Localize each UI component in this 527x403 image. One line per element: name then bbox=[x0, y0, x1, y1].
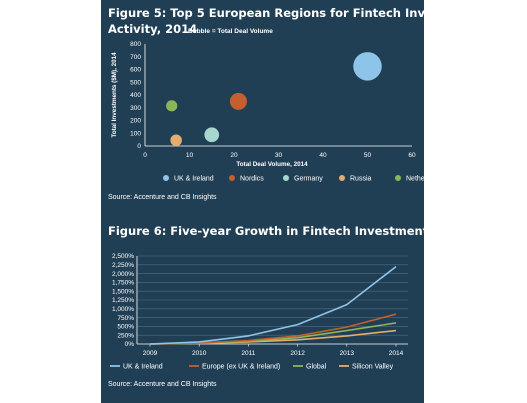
fig5-y-tick-label: 600 bbox=[130, 67, 141, 74]
fig5-legend-marker bbox=[229, 175, 235, 181]
fig5-legend-label: UK & Ireland bbox=[174, 176, 214, 183]
fig6-x-tick-label: 2012 bbox=[290, 350, 305, 357]
fig5-legend-label: Nordics bbox=[240, 176, 264, 183]
fig6-legend-label: Europe (ex UK & Ireland) bbox=[202, 364, 280, 371]
fig6-legend-label: UK & Ireland bbox=[123, 364, 163, 371]
fig6-y-tick-label: 1,250% bbox=[112, 297, 134, 304]
fig5-title-line2: Activity, 2014 bbox=[108, 22, 197, 36]
fig6-legend: UK & Ireland Europe (ex UK & Ireland) Glob… bbox=[110, 364, 394, 371]
fig5-x-tick-label: 30 bbox=[275, 152, 283, 159]
fig5-legend-marker bbox=[163, 175, 169, 181]
fig6-x-tick-label: 2010 bbox=[192, 350, 207, 357]
fig6-y-tick-label: 750% bbox=[117, 315, 134, 322]
fig5-x-tick-label: 50 bbox=[364, 152, 372, 159]
fig6-y-tick-label: 500% bbox=[117, 324, 134, 331]
fig5-legend: UK & Ireland Nordics Germany Russia Netherla… bbox=[163, 175, 444, 183]
fig5-legend-marker bbox=[339, 175, 345, 181]
fig5-x-tick-label: 60 bbox=[408, 152, 416, 159]
fig6-y-tick-label: 2,000% bbox=[112, 271, 134, 278]
fig5-bubble-netherlands bbox=[166, 100, 177, 111]
fig5-y-tick-label: 800 bbox=[130, 41, 141, 48]
fig5-y-tick-label: 400 bbox=[130, 92, 141, 99]
fig5-source: Source: Accenture and CB Insights bbox=[108, 194, 217, 201]
fig5-bubble-russia bbox=[170, 134, 182, 146]
fig5-legend-marker bbox=[283, 175, 289, 181]
fig5-legend-label: Netherlands bbox=[406, 176, 444, 183]
fig6-x-tick-label: 2009 bbox=[143, 350, 158, 357]
fig5-legend-label: Germany bbox=[294, 176, 323, 183]
fig5-y-axis-label: Total Investments ($M), 2014 bbox=[111, 52, 118, 138]
fig5-legend-marker bbox=[395, 175, 401, 181]
fig5-x-tick-label: 20 bbox=[230, 152, 238, 159]
fig5-x-axis-label: Total Deal Volume, 2014 bbox=[236, 161, 308, 168]
fig6-title: Figure 6: Five-year Growth in Fintech In… bbox=[108, 224, 462, 238]
fig6-y-tick-label: 1,000% bbox=[112, 306, 134, 313]
fig6-legend-label: Global bbox=[306, 364, 327, 371]
fig6-y-tick-label: 1,500% bbox=[112, 288, 134, 295]
fig5-legend-label: Russia bbox=[350, 176, 372, 183]
fig6-grid bbox=[137, 256, 408, 335]
fig6-x-tick-label: 2014 bbox=[389, 350, 404, 357]
fig6-y-tick-label: 250% bbox=[117, 332, 134, 339]
fig5-x-tick-label: 10 bbox=[186, 152, 194, 159]
fig6-y-tick-label: 0% bbox=[125, 341, 135, 348]
fig5-subtitle: Bubble = Total Deal Volume bbox=[188, 28, 273, 35]
fig5-bubble-nordics bbox=[230, 93, 247, 110]
fig6-legend-label: Silicon Valley bbox=[352, 364, 394, 371]
fig5-y-tick-label: 300 bbox=[130, 105, 141, 112]
fig5-x-tick-label: 40 bbox=[319, 152, 327, 159]
fig6-lines bbox=[150, 267, 396, 344]
fig5-bubbles bbox=[166, 52, 382, 146]
fig6-source: Source: Accenture and CB Insights bbox=[108, 381, 217, 388]
fig5-y-tick-label: 200 bbox=[130, 118, 141, 125]
fig5-bubble-germany bbox=[204, 127, 219, 142]
fig5-y-tick-label: 100 bbox=[130, 130, 141, 137]
fig5-x-tick-label: 0 bbox=[143, 152, 147, 159]
fig5-title-line1: Figure 5: Top 5 European Regions for Fin… bbox=[108, 6, 479, 20]
fig6-x-tick-label: 2013 bbox=[340, 350, 355, 357]
fig6-y-tick-label: 1,750% bbox=[112, 280, 134, 287]
fig5-y-tick-label: 700 bbox=[130, 54, 141, 61]
fig6-series-line-uk-ireland bbox=[150, 267, 396, 344]
fig5-y-tick-label: 0 bbox=[137, 143, 141, 150]
fig5-y-tick-label: 500 bbox=[130, 79, 141, 86]
fig6-y-tick-label: 2,500% bbox=[112, 253, 134, 260]
fig5-bubble-uk-ireland bbox=[353, 52, 382, 81]
fig6-x-tick-label: 2011 bbox=[241, 350, 255, 357]
fig6-y-tick-label: 2,250% bbox=[112, 262, 134, 269]
